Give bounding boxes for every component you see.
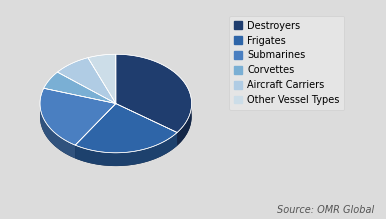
Polygon shape: [40, 100, 75, 158]
Polygon shape: [177, 101, 191, 146]
Ellipse shape: [40, 67, 191, 166]
Polygon shape: [75, 132, 177, 166]
Text: Source: OMR Global: Source: OMR Global: [277, 205, 374, 215]
Legend: Destroyers, Frigates, Submarines, Corvettes, Aircraft Carriers, Other Vessel Typ: Destroyers, Frigates, Submarines, Corvet…: [229, 16, 344, 110]
Polygon shape: [44, 72, 116, 104]
Polygon shape: [40, 88, 116, 145]
Polygon shape: [116, 54, 191, 132]
Polygon shape: [88, 54, 116, 104]
Polygon shape: [75, 104, 177, 153]
Polygon shape: [58, 58, 116, 104]
